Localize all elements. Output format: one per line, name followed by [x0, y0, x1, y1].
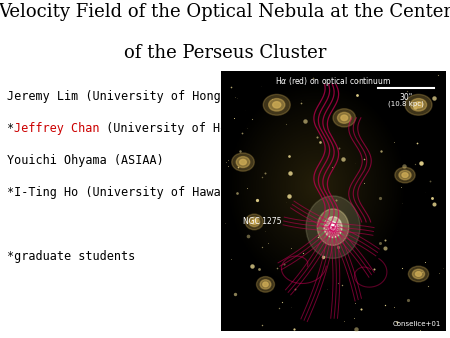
Ellipse shape: [410, 99, 427, 111]
Ellipse shape: [263, 94, 290, 115]
Ellipse shape: [402, 173, 408, 177]
Text: NGC 1275: NGC 1275: [243, 217, 282, 226]
Text: Conselice+01: Conselice+01: [392, 321, 441, 327]
Ellipse shape: [260, 280, 271, 289]
Circle shape: [324, 217, 342, 238]
Ellipse shape: [249, 217, 260, 226]
Text: Jeffrey Chan: Jeffrey Chan: [14, 122, 99, 135]
Ellipse shape: [405, 94, 432, 115]
Circle shape: [331, 224, 335, 230]
Circle shape: [306, 196, 360, 258]
Ellipse shape: [341, 115, 347, 121]
Ellipse shape: [256, 276, 274, 292]
Text: *: *: [7, 122, 14, 135]
Ellipse shape: [245, 214, 263, 230]
Ellipse shape: [412, 269, 425, 279]
Ellipse shape: [263, 282, 268, 287]
Text: 30": 30": [400, 93, 413, 102]
Ellipse shape: [252, 220, 257, 224]
Ellipse shape: [395, 167, 415, 183]
Circle shape: [317, 209, 349, 245]
Ellipse shape: [232, 153, 254, 171]
Ellipse shape: [399, 170, 411, 180]
Text: Youichi Ohyama (ASIAA): Youichi Ohyama (ASIAA): [7, 154, 163, 167]
Ellipse shape: [414, 102, 423, 108]
Text: (10.8 kpc): (10.8 kpc): [388, 101, 424, 107]
Ellipse shape: [273, 102, 281, 108]
Text: of the Perseus Cluster: of the Perseus Cluster: [124, 44, 326, 62]
Ellipse shape: [333, 109, 356, 127]
Ellipse shape: [338, 112, 351, 123]
Text: (University of Hong Kong): (University of Hong Kong): [99, 122, 284, 135]
Text: *graduate students: *graduate students: [7, 250, 135, 263]
Text: Velocity Field of the Optical Nebula at the Center: Velocity Field of the Optical Nebula at …: [0, 3, 450, 21]
Ellipse shape: [409, 266, 428, 282]
Text: Jeremy Lim (University of Hong Kong): Jeremy Lim (University of Hong Kong): [7, 90, 263, 102]
Ellipse shape: [415, 272, 422, 276]
Ellipse shape: [269, 99, 285, 111]
Circle shape: [328, 222, 338, 232]
Ellipse shape: [236, 156, 250, 168]
Text: H$\alpha$ (red) on optical continuum: H$\alpha$ (red) on optical continuum: [275, 75, 391, 88]
Ellipse shape: [239, 159, 247, 165]
Text: *I-Ting Ho (University of Hawaii): *I-Ting Ho (University of Hawaii): [7, 186, 242, 199]
